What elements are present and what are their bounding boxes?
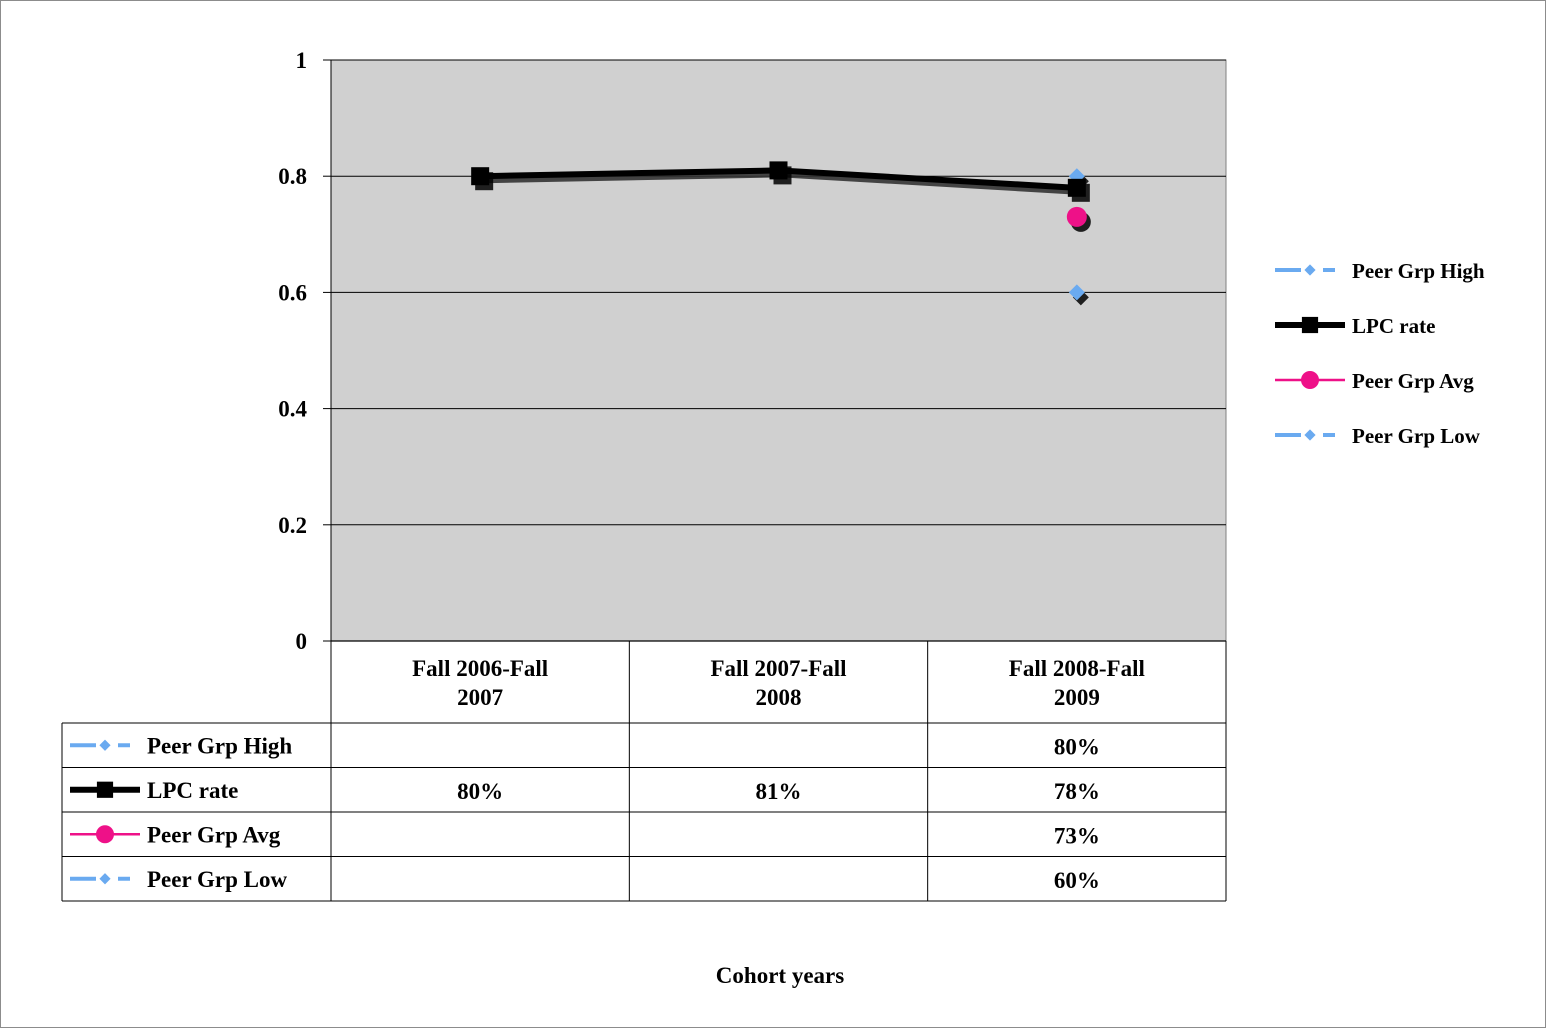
data-table: Fall 2006-Fall 2007 Fall 2007-Fall 2008 Fall… [61,641,1227,902]
table-cell-value: 73% [1054,823,1100,848]
plot-background [330,59,1227,642]
y-tick-label: 0 [296,629,308,654]
x-tick-label: 2008 [756,685,802,710]
x-tick-label: 2009 [1054,685,1100,710]
legend-label: Peer Grp High [1352,259,1485,283]
legend-marker [1301,371,1319,389]
x-tick-label: Fall 2007-Fall [710,656,846,681]
y-tick-label: 0.2 [278,513,307,538]
y-tick-label: 1 [296,48,308,73]
data-point [1067,178,1086,197]
table-cell-value: 80% [457,779,503,804]
legend-marker [96,825,114,844]
legend-key [1275,264,1335,276]
legend-marker [1304,429,1316,441]
legend-key [1275,316,1345,334]
table-cell-value: 80% [1054,734,1100,759]
y-tick-label: 0.6 [278,280,307,305]
table-row-label: Peer Grp High [147,733,292,758]
y-axis: 0 0.2 0.4 0.6 0.8 1 [278,48,1226,654]
data-point [769,161,788,180]
table-cell-value: 60% [1054,868,1100,893]
x-tick-label: Fall 2008-Fall [1009,656,1145,681]
x-tick-label: 2007 [457,685,503,710]
legend-marker [99,873,111,885]
table-row-key [70,825,140,844]
x-tick-label: Fall 2006-Fall [412,656,548,681]
table-cell-value: 81% [756,779,802,804]
legend-label: LPC rate [1352,314,1435,338]
data-point [471,167,490,186]
table-row-key [70,781,140,798]
legend-label: Peer Grp Avg [1352,369,1474,393]
legend: Peer Grp High LPC rate Peer Grp Avg Peer Gr… [1275,259,1485,448]
legend-marker [96,781,114,798]
table-row-key [70,873,130,885]
y-tick-label: 0.8 [278,164,307,189]
y-tick-label: 0.4 [278,397,307,422]
legend-marker [1301,316,1319,334]
legend-marker [99,739,111,751]
plot-area [330,59,1227,642]
table-cell-value: 78% [1054,779,1100,804]
legend-key [1275,429,1335,441]
legend-key [1275,371,1345,389]
legend-marker [1304,264,1316,276]
x-axis-label: Cohort years [716,963,844,988]
legend-label: Peer Grp Low [1352,424,1481,448]
table-row-label: LPC rate [147,778,238,803]
chart-marks [471,161,1091,306]
table-row-label: Peer Grp Low [147,867,287,892]
table-row-label: Peer Grp Avg [147,822,281,847]
table-row-key [70,739,130,751]
data-point [1068,284,1085,301]
data-point [1066,206,1087,227]
